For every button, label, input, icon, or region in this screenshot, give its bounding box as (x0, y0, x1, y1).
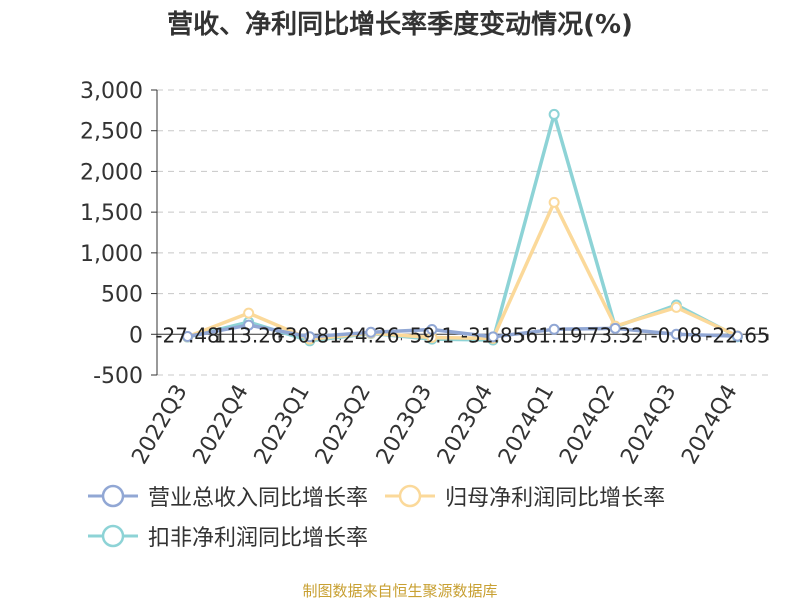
data-label: 61.19 (526, 323, 583, 347)
data-label: -30.81 (278, 323, 342, 347)
series-line-1 (186, 200, 739, 341)
data-point-0 (731, 330, 743, 342)
legend: 营业总收入同比增长率 归母净利润同比增长率 扣非净利润同比增长率 (88, 476, 788, 556)
data-point-0 (182, 331, 194, 343)
data-label: 73.32 (587, 323, 644, 347)
data-point-1 (670, 301, 682, 313)
data-label: -27.48 (155, 323, 219, 347)
legend-symbol-net-profit (385, 484, 436, 508)
legend-item-deducted-profit[interactable]: 扣非净利润同比增长率 (88, 516, 368, 556)
y-tick-label: 1,500 (80, 201, 143, 226)
data-label: -22.65 (705, 323, 769, 347)
legend-symbol-deducted-profit (88, 524, 138, 548)
legend-symbol-revenue (88, 484, 138, 508)
data-point-0 (243, 319, 255, 331)
data-point-2 (548, 108, 560, 120)
x-tick-label: 2023Q3 (372, 381, 437, 469)
legend-item-net-profit[interactable]: 归母净利润同比增长率 (385, 476, 665, 516)
legend-label-revenue: 营业总收入同比增长率 (148, 486, 369, 511)
series-line-0 (187, 323, 738, 339)
x-tick-label: 2024Q3 (616, 381, 681, 469)
x-tick-label: 2024Q4 (677, 381, 742, 469)
data-label: 113.26 (214, 323, 284, 347)
data-label: -0.08 (650, 323, 702, 347)
x-tick-label: 2022Q3 (127, 381, 192, 469)
y-tick-label: 0 (129, 323, 143, 348)
data-point-0 (487, 331, 499, 343)
x-tick-label: 2024Q2 (555, 381, 620, 469)
source-note: 制图数据来自恒生聚源数据库 (302, 582, 498, 600)
data-point-0 (304, 331, 316, 343)
data-label: 24.26 (342, 323, 399, 347)
x-tick-label: 2023Q1 (250, 381, 315, 469)
x-tick-label: 2024Q1 (494, 381, 559, 469)
legend-label-deducted-profit: 扣非净利润同比增长率 (148, 526, 369, 551)
y-tick-label: 1,000 (80, 242, 143, 267)
data-point-0 (670, 328, 682, 340)
y-tick-label: -500 (93, 364, 143, 389)
y-tick-label: 500 (101, 283, 143, 308)
data-point-0 (426, 323, 438, 335)
x-tick-label: 2022Q4 (189, 381, 254, 469)
x-tick-label: 2023Q2 (311, 381, 376, 469)
y-tick-label: 2,000 (80, 160, 143, 185)
x-tick-label: 2023Q4 (433, 381, 498, 469)
data-label: 59.1 (410, 323, 455, 347)
data-point-0 (365, 326, 377, 338)
y-tick-label: 3,000 (80, 79, 143, 104)
data-label: -31.85 (461, 323, 525, 347)
data-point-0 (548, 323, 560, 335)
chart-title: 营收、净利同比增长率季度变动情况(%) (167, 10, 633, 40)
y-tick-label: 2,500 (80, 120, 143, 145)
data-point-0 (609, 322, 621, 334)
data-point-1 (548, 196, 560, 208)
data-point-1 (243, 307, 255, 319)
legend-label-net-profit: 归母净利润同比增长率 (445, 486, 666, 511)
legend-item-revenue[interactable]: 营业总收入同比增长率 (88, 476, 368, 516)
series-line-2 (187, 112, 739, 343)
